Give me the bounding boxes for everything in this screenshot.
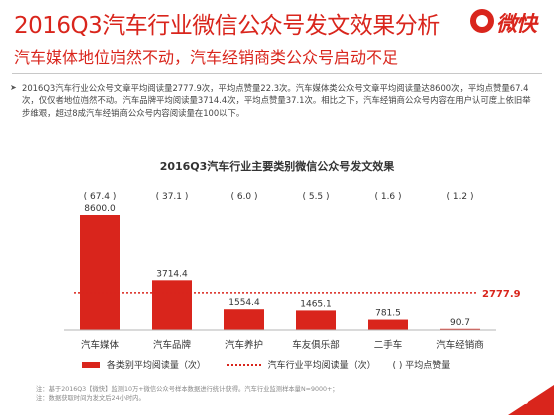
bullet-arrow-icon: ➤ [10,83,17,92]
category-tick-label: 二手车 [374,339,403,351]
category-tick-label: 汽车养护 [225,339,263,351]
bar [440,328,480,330]
bar-value-label: 90.7 [450,318,470,328]
bar-value-label: 3714.4 [156,269,188,279]
footnote-line: 注：数据获取时间为发文后24小时内。 [36,395,145,402]
avg-likes-label: ( 37.1 ) [156,192,189,202]
legend-paren-label: ( ) 平均点赞量 [392,361,451,371]
chart-legend: 各类别平均阅读量（次） 汽车行业平均阅读量（次） ( ) 平均点赞量 [82,358,450,371]
bar-value-label: 8600.0 [84,204,116,214]
category-tick-label: 汽车媒体 [81,339,120,351]
logo-mark-icon [470,9,494,33]
summary-paragraph: ➤ 2016Q3汽车行业公众号文章平均阅读量2777.9次，平均点赞量22.3次… [10,82,536,119]
category-tick-label: 车友俱乐部 [292,339,340,351]
legend-line-label: 汽车行业平均阅读量（次） [267,361,376,371]
page-corner-decoration [508,385,554,415]
bar [152,280,192,330]
summary-text: 2016Q3汽车行业公众号文章平均阅读量2777.9次，平均点赞量22.3次。汽… [22,83,531,118]
bar [224,309,264,330]
avg-likes-label: ( 67.4 ) [84,192,117,202]
category-tick-label: 汽车品牌 [153,339,192,351]
avg-likes-label: ( 1.6 ) [374,192,401,202]
bar-value-label: 1465.1 [300,299,332,309]
avg-likes-label: ( 6.0 ) [230,192,257,202]
footnote-line: 注：基于2016Q3【微快】监测10万+微信公众号样本数据进行统计获得。汽车行业… [36,386,339,393]
page-subtitle: 汽车媒体地位岿然不动，汽车经销商类公众号启动不足 [14,48,399,67]
bar-value-label: 1554.4 [228,298,260,308]
divider [12,73,542,74]
industry-average-label: 2777.9 [482,289,521,300]
page-title: 2016Q3汽车行业微信公众号发文效果分析 [14,13,440,39]
legend-line-swatch [226,363,261,366]
chart-title: 2016Q3汽车行业主要类别微信公众号发文效果 [159,160,395,173]
bar [296,310,336,330]
legend-bar-label: 各类别平均阅读量（次） [106,361,206,371]
logo-text: 微快 [496,12,537,36]
legend-bar-swatch [82,361,100,368]
category-tick-label: 汽车经销商 [436,339,484,351]
page-number: 9 [523,397,529,407]
avg-likes-label: ( 5.5 ) [302,192,329,202]
brand-logo: 微快 [470,8,550,38]
bar [368,319,408,330]
avg-likes-label: ( 1.2 ) [446,192,473,202]
bar-value-label: 781.5 [375,309,401,319]
footnote: 注：基于2016Q3【微快】监测10万+微信公众号样本数据进行统计获得。汽车行业… [36,385,339,403]
bar [80,215,120,330]
